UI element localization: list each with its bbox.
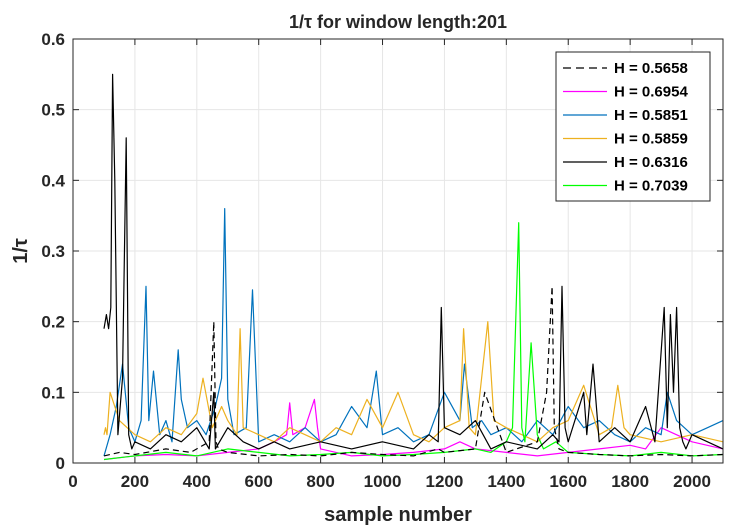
legend-label: H = 0.7039 xyxy=(614,178,688,195)
series-line-5 xyxy=(103,73,724,450)
y-tick-label: 0.5 xyxy=(41,101,65,120)
y-tick-label: 0.6 xyxy=(41,30,65,49)
x-tick-label: 0 xyxy=(68,472,77,491)
y-tick-label: 0.1 xyxy=(41,383,65,402)
chart-title: 1/τ for window length:201 xyxy=(289,12,507,32)
x-tick-label: 400 xyxy=(183,472,211,491)
x-tick-label: 600 xyxy=(245,472,273,491)
x-tick-label: 1600 xyxy=(549,472,587,491)
legend-label: H = 0.6316 xyxy=(614,154,688,171)
x-tick-label: 1800 xyxy=(611,472,649,491)
series-line-2 xyxy=(103,398,724,461)
x-tick-label: 800 xyxy=(306,472,334,491)
y-tick-label: 0.4 xyxy=(41,171,65,190)
series-group xyxy=(103,73,724,461)
x-axis-ticks: 0 200 400 600 800 1000 1200 1400 1600 1800 2000 xyxy=(68,39,711,491)
legend-label: H = 0.6954 xyxy=(614,84,688,101)
x-tick-label: 2000 xyxy=(673,472,711,491)
legend-label: H = 0.5851 xyxy=(614,107,688,124)
y-axis-title: 1/τ xyxy=(10,238,32,264)
legend-label: H = 0.5658 xyxy=(614,60,688,77)
series-line-4 xyxy=(103,321,724,443)
y-tick-label: 0.3 xyxy=(41,242,65,261)
x-tick-label: 1200 xyxy=(426,472,464,491)
legend-label: H = 0.5859 xyxy=(614,131,688,148)
legend: H = 0.5658 H = 0.6954 H = 0.5851 H = 0.5859… xyxy=(555,51,711,202)
x-tick-label: 1000 xyxy=(364,472,402,491)
y-tick-label: 0.2 xyxy=(41,313,65,332)
x-tick-label: 200 xyxy=(121,472,149,491)
x-axis-title: sample number xyxy=(324,504,472,526)
y-axis-ticks: 0 0.1 0.2 0.3 0.4 0.5 0.6 xyxy=(41,30,723,473)
legend-box xyxy=(555,51,711,202)
y-tick-label: 0 xyxy=(56,454,65,473)
x-tick-label: 1400 xyxy=(487,472,525,491)
